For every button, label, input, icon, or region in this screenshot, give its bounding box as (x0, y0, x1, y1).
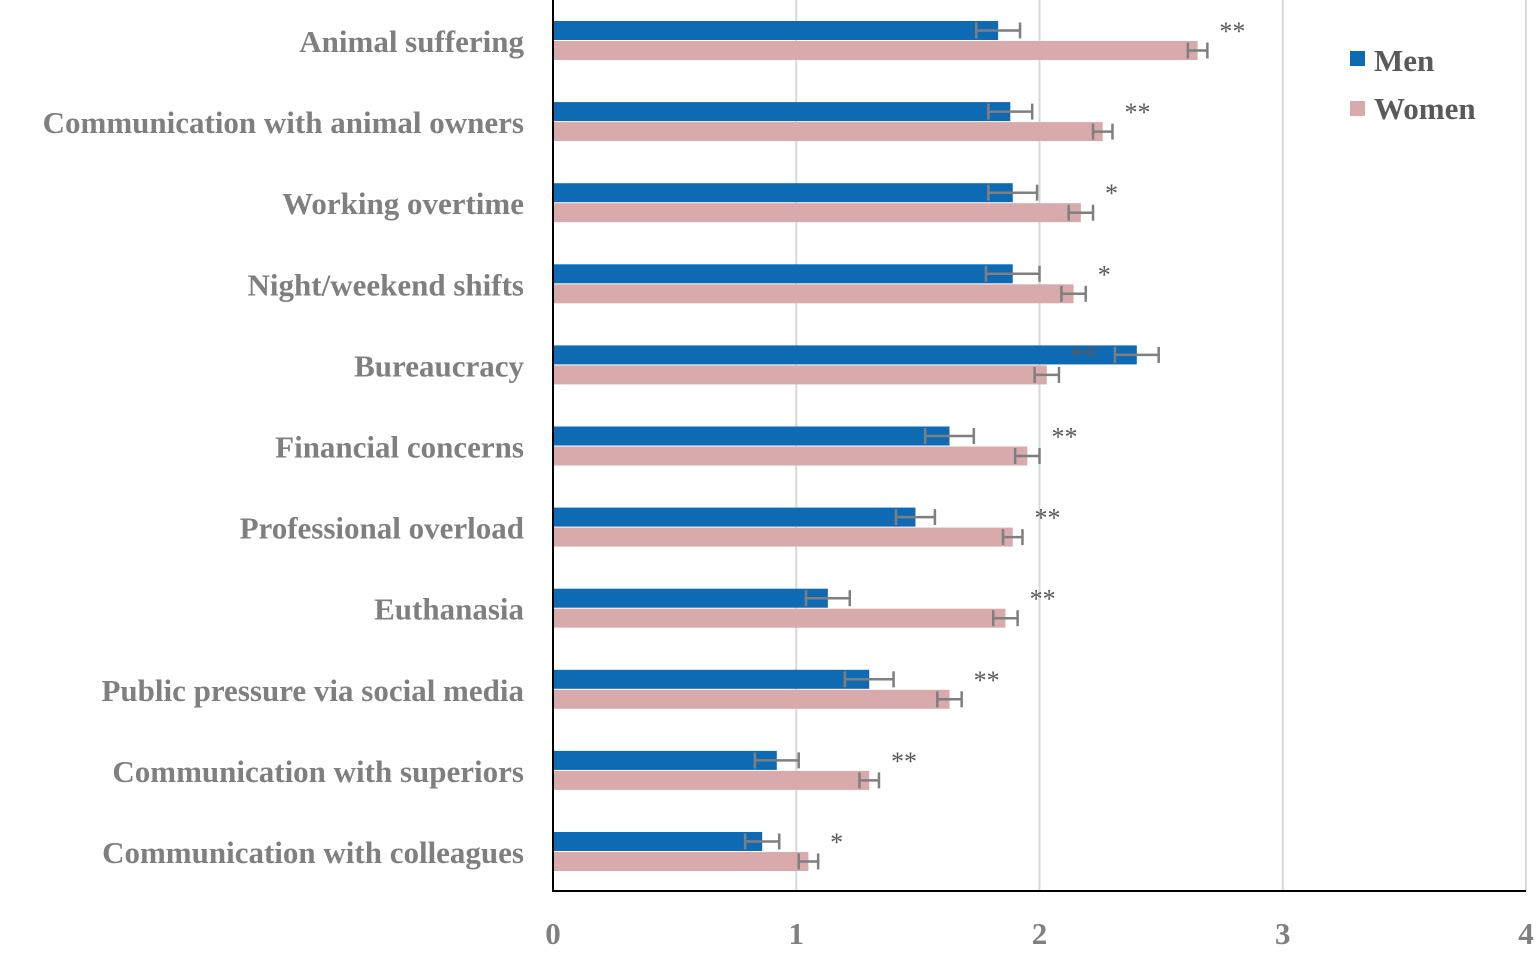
significance-marker: * (1105, 179, 1118, 208)
bar-women (553, 852, 809, 871)
significance-marker: * (1098, 260, 1111, 289)
significance-marker: ** (1034, 504, 1060, 533)
category-label: Animal suffering (299, 24, 524, 59)
category-label: Communication with colleagues (102, 835, 524, 870)
axes (552, 0, 1526, 892)
significance-marker: * (830, 828, 843, 857)
significance-marker: ** (891, 747, 917, 776)
bar-men (553, 832, 763, 851)
category-label: Communication with superiors (112, 754, 524, 789)
category-label: Euthanasia (374, 592, 524, 627)
bar-women (553, 365, 1047, 385)
bar-men (553, 264, 1013, 284)
x-tick-label: 1 (789, 916, 805, 951)
bar-women (553, 689, 950, 709)
bar-women (553, 608, 1006, 628)
bar-women (553, 203, 1081, 223)
significance-markers: ******************* (830, 17, 1245, 857)
bar-men (553, 750, 777, 770)
significance-marker: ** (1030, 585, 1056, 614)
bars (553, 21, 1198, 871)
significance-marker: ** (1219, 17, 1245, 46)
bar-women (553, 446, 1028, 466)
bar-men (553, 102, 1011, 122)
bar-women (553, 770, 870, 790)
legend-swatch-men (1350, 51, 1365, 66)
bar-men (553, 426, 950, 446)
significance-marker: ** (974, 666, 1000, 695)
bar-men (553, 669, 870, 689)
bar-men (553, 21, 999, 40)
bar-men (553, 183, 1013, 203)
bar-men (553, 588, 828, 608)
x-tick-labels: 0 1 2 3 4 (545, 916, 1534, 951)
category-label: Working overtime (282, 186, 524, 221)
legend-swatch-women (1350, 101, 1365, 116)
bar-women (553, 284, 1074, 304)
category-label: Bureaucracy (354, 348, 524, 383)
x-tick-label: 4 (1518, 916, 1534, 951)
category-label: Communication with animal owners (43, 105, 524, 140)
category-labels: Animal suffering Communication with anima… (43, 24, 525, 870)
bar-women (553, 527, 1013, 547)
x-tick-label: 2 (1032, 916, 1048, 951)
category-label: Financial concerns (275, 430, 524, 465)
category-label: Public pressure via social media (101, 673, 524, 708)
error-bars (743, 22, 1209, 870)
significance-marker: ** (1052, 423, 1078, 452)
x-tick-label: 0 (545, 916, 561, 951)
category-label: Professional overload (240, 511, 524, 546)
significance-marker: ** (1071, 341, 1097, 370)
bar-men (553, 345, 1137, 365)
legend-label-women: Women (1374, 91, 1476, 126)
significance-marker: ** (1124, 98, 1150, 127)
bar-women (553, 41, 1198, 60)
category-label: Night/weekend shifts (248, 267, 524, 302)
legend: Men Women (1350, 43, 1476, 126)
legend-label-men: Men (1374, 43, 1434, 78)
bar-men (553, 507, 916, 527)
bar-women (553, 122, 1103, 142)
x-tick-label: 3 (1275, 916, 1291, 951)
